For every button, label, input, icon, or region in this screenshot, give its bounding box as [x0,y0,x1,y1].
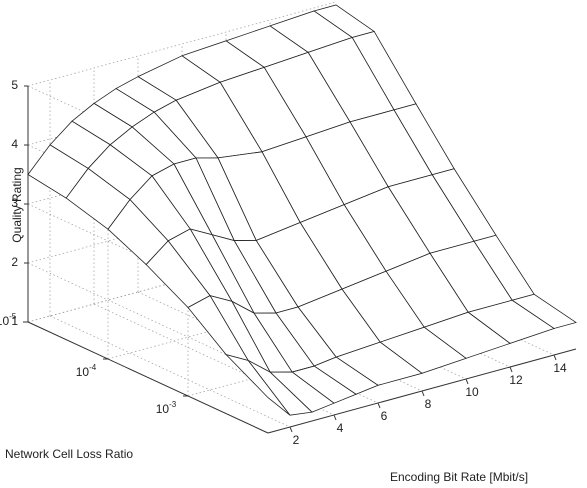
surface-cell [224,353,291,416]
x-tick-label: 6 [381,409,388,423]
axis-line [27,321,269,434]
x-tick-label: 14 [553,361,567,375]
x-tick-label: 4 [337,421,344,435]
x-tick-label: 10 [465,385,479,399]
tick-mark [421,390,425,397]
tick-mark [289,426,293,433]
z-tick-label: 3 [11,196,18,210]
x-tick-label: 2 [293,433,300,447]
grid-line [107,274,417,360]
grid-line [27,1,337,87]
y-tick-exponent: -4 [89,363,97,372]
y-tick-exponent: -3 [169,400,177,409]
grid-line [187,311,497,397]
grid-line [49,315,291,428]
x-axis-label: Encoding Bit Rate [Mbit/s] [390,470,528,484]
tick-mark [553,354,557,361]
z-axis-label: Quality Rating [10,167,24,242]
tick-mark [333,414,337,421]
grid-line [27,237,337,323]
y-tick-exponent: -5 [9,312,17,321]
z-tick-label: 4 [11,137,18,151]
x-tick-label: 8 [425,397,432,411]
z-tick-label: 1 [11,314,18,328]
y-axis-label: Network Cell Loss Ratio [5,447,133,461]
y-tick-base: 10 [0,314,9,328]
z-tick-label: 5 [11,78,18,92]
x-tick-label: 12 [509,373,523,387]
y-tick-label: 10-3 [156,400,177,416]
tick-mark [465,378,469,385]
grid-line [27,178,337,264]
tick-mark [509,366,513,373]
y-tick-label: 10-4 [76,363,97,379]
z-tick-label: 2 [11,255,18,269]
y-tick-label: 10-5 [0,312,17,328]
y-tick-base: 10 [76,365,90,379]
y-tick-base: 10 [156,402,170,416]
tick-mark [377,402,381,409]
